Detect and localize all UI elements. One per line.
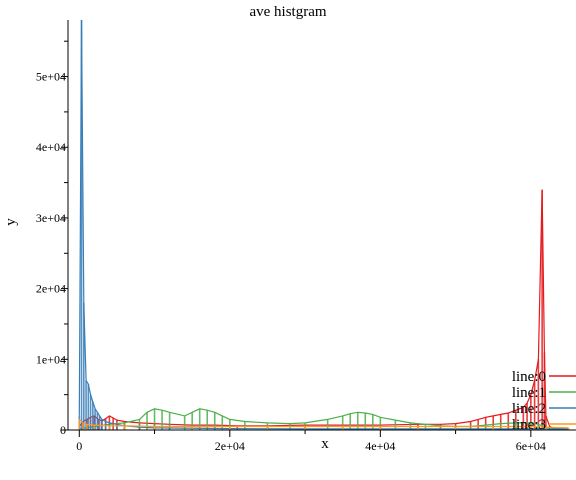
y-tick-label: 0 <box>60 423 66 437</box>
series-0 <box>78 189 570 430</box>
y-tick-label: 5e+04 <box>36 70 66 84</box>
x-axis-label: x <box>321 436 329 452</box>
y-tick-label: 1e+04 <box>36 352 66 366</box>
y-axis-label: y <box>3 218 19 226</box>
chart-title: ave histgram <box>249 4 326 20</box>
series-2-line <box>78 19 569 430</box>
series-3-line <box>78 418 569 429</box>
y-tick-label: 2e+04 <box>36 282 66 296</box>
y-axis-ticks: 0 1e+04 2e+04 3e+04 4e+04 5e+04 <box>36 40 68 437</box>
y-tick-label: 3e+04 <box>36 211 66 225</box>
legend-item: line:2 <box>512 401 576 417</box>
legend-item: line:0 <box>512 369 576 385</box>
series-0-line <box>78 189 569 430</box>
series-3 <box>78 418 570 430</box>
legend-label: line:2 <box>512 401 546 417</box>
x-axis-ticks: 0 2e+04 4e+04 6e+04 <box>76 430 546 453</box>
legend-label: line:3 <box>512 417 546 433</box>
legend-label: line:0 <box>512 369 546 385</box>
x-tick-label: 4e+04 <box>365 439 395 453</box>
legend-item: line:1 <box>512 385 576 401</box>
series-1-line <box>79 408 569 430</box>
x-tick-label: 0 <box>76 439 82 453</box>
x-tick-label: 2e+04 <box>215 439 245 453</box>
series-2 <box>78 19 570 430</box>
legend-item: line:3 <box>512 417 576 433</box>
plot-area <box>78 19 570 430</box>
y-tick-label: 4e+04 <box>36 140 66 154</box>
legend-label: line:1 <box>512 385 546 401</box>
x-tick-label: 6e+04 <box>516 439 546 453</box>
